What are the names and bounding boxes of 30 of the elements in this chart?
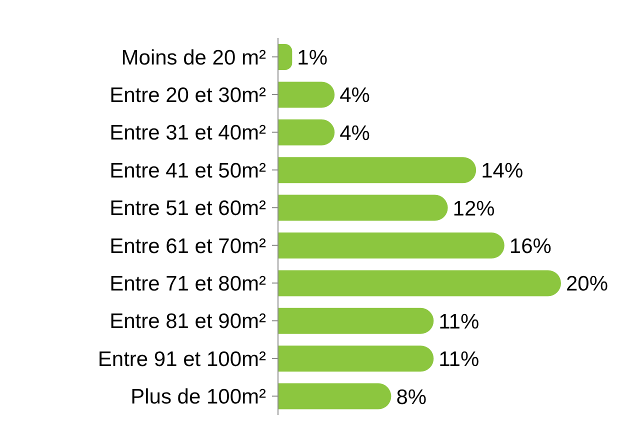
bar	[278, 383, 392, 410]
bar	[278, 194, 448, 221]
bar	[278, 44, 292, 70]
data-label: 11%	[438, 310, 480, 334]
y-tick-label: Plus de 100m²	[130, 386, 266, 409]
y-tick-label: Entre 61 et 70m²	[110, 234, 266, 258]
y-tick-label: Entre 71 et 80m²	[110, 272, 266, 296]
bar	[278, 119, 335, 146]
data-label: 14%	[481, 160, 524, 183]
data-label: 16%	[509, 234, 552, 258]
y-tick-label: Entre 51 et 60m²	[110, 197, 266, 220]
bar	[278, 82, 335, 108]
y-tick-label: Entre 41 et 50m²	[110, 159, 266, 182]
y-tick-label: Entre 91 et 100m²	[98, 348, 266, 371]
y-tick-label: Entre 81 et 90m²	[110, 310, 266, 334]
data-label: 4%	[340, 122, 370, 145]
y-tick-label: Entre 20 et 30m²	[110, 84, 266, 108]
data-label: 1%	[297, 46, 328, 70]
y-tick-label: Entre 31 et 40m²	[110, 122, 266, 145]
bar	[278, 308, 434, 334]
data-label: 20%	[566, 272, 608, 296]
data-label: 12%	[452, 197, 495, 220]
bar	[278, 157, 476, 184]
data-label: 4%	[340, 84, 370, 108]
bar	[278, 346, 434, 372]
y-tick-label: Moins de 20 m²	[121, 46, 266, 70]
bar	[278, 270, 561, 296]
bar	[278, 232, 504, 258]
data-label: 11%	[438, 348, 480, 372]
data-label: 8%	[396, 386, 427, 409]
